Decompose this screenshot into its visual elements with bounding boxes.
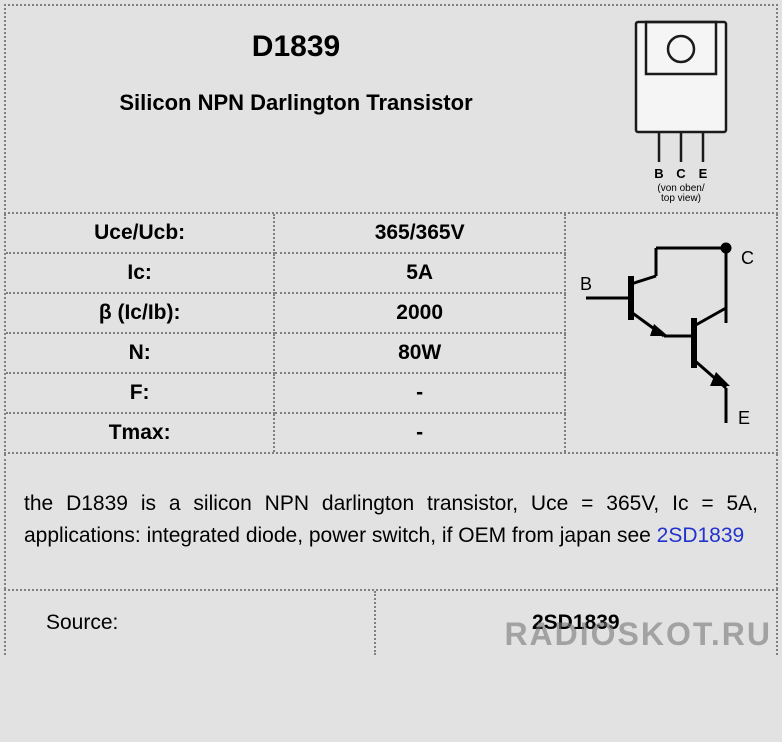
header-row: D1839 Silicon NPN Darlington Transistor …: [4, 4, 778, 214]
part-number: D1839: [26, 30, 566, 64]
header-text-block: D1839 Silicon NPN Darlington Transistor: [6, 6, 586, 212]
spec-label: N:: [6, 333, 274, 373]
spec-value: -: [274, 373, 565, 413]
specs-row: Uce/Ucb: 365/365V Ic: 5A β (Ic/Ib): 2000…: [4, 214, 778, 454]
pin-label-e: E: [699, 166, 708, 181]
pin-label-c: C: [676, 166, 686, 181]
spec-value: 5A: [274, 253, 565, 293]
specs-table: Uce/Ucb: 365/365V Ic: 5A β (Ic/Ib): 2000…: [6, 214, 566, 452]
package-diagram-icon: B C E (von oben/ top view): [611, 14, 751, 204]
pin-label-b: B: [654, 166, 663, 181]
package-caption-2: top view): [661, 193, 701, 204]
spec-value: 365/365V: [274, 214, 565, 253]
table-row: β (Ic/Ib): 2000: [6, 293, 565, 333]
spec-label: β (Ic/Ib):: [6, 293, 274, 333]
spec-value: 2000: [274, 293, 565, 333]
spec-value: -: [274, 413, 565, 452]
cross-ref-link[interactable]: 2SD1839: [657, 524, 745, 547]
schematic-cell: C B E: [566, 214, 776, 452]
schematic-pin-c: C: [741, 248, 754, 268]
spec-label: Ic:: [6, 253, 274, 293]
spec-label: Uce/Ucb:: [6, 214, 274, 253]
table-row: Ic: 5A: [6, 253, 565, 293]
source-label: Source:: [6, 591, 376, 655]
darlington-schematic-icon: C B E: [576, 228, 766, 438]
spec-label: F:: [6, 373, 274, 413]
source-value: 2SD1839: [376, 591, 776, 655]
table-row: Uce/Ucb: 365/365V: [6, 214, 565, 253]
package-diagram-cell: B C E (von oben/ top view): [586, 6, 776, 212]
source-row: Source: 2SD1839: [4, 589, 778, 655]
table-row: N: 80W: [6, 333, 565, 373]
description-block: the D1839 is a silicon NPN darlington tr…: [4, 454, 778, 589]
table-row: F: -: [6, 373, 565, 413]
spec-label: Tmax:: [6, 413, 274, 452]
table-row: Tmax: -: [6, 413, 565, 452]
datasheet-card: D1839 Silicon NPN Darlington Transistor …: [0, 0, 782, 659]
part-description: Silicon NPN Darlington Transistor: [26, 90, 566, 116]
spec-value: 80W: [274, 333, 565, 373]
schematic-pin-e: E: [738, 408, 750, 428]
description-text: the D1839 is a silicon NPN darlington tr…: [24, 492, 758, 547]
schematic-pin-b: B: [580, 274, 592, 294]
